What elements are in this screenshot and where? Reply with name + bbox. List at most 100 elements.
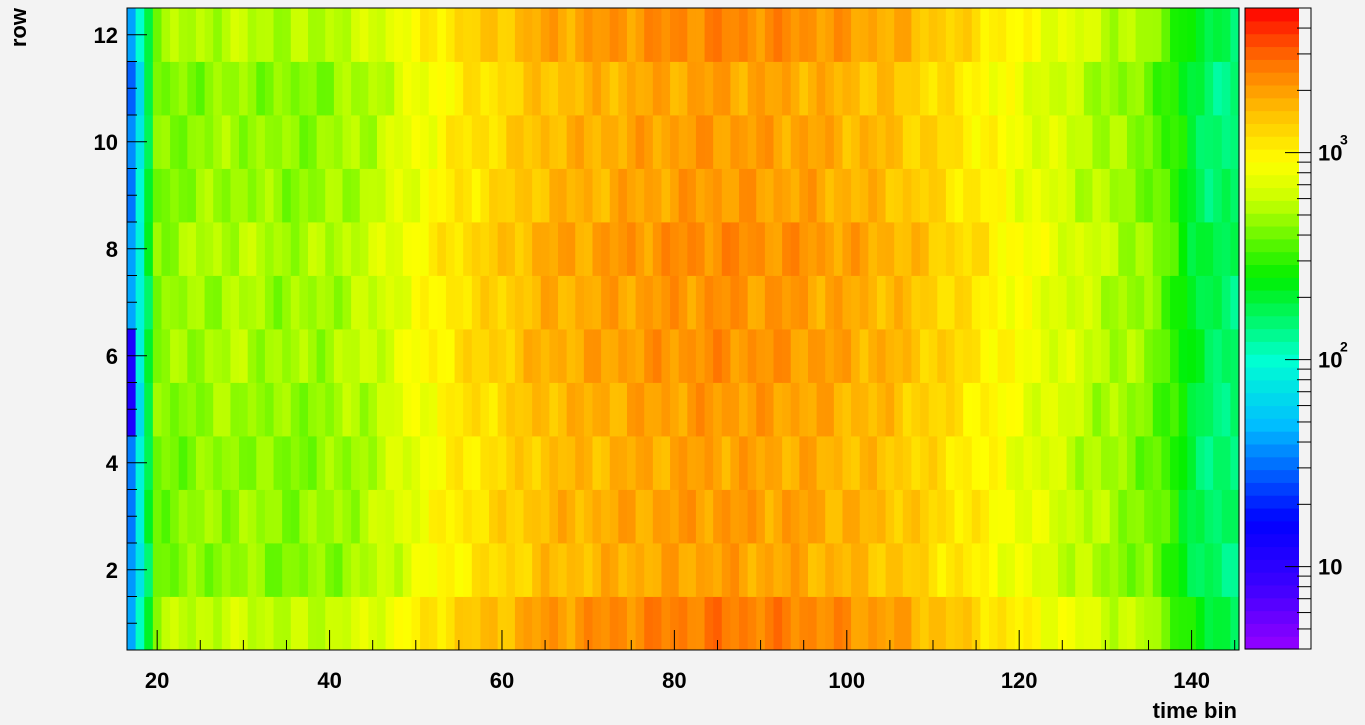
heatmap-cell bbox=[618, 382, 628, 437]
heatmap-cell bbox=[911, 168, 921, 223]
heatmap-cell bbox=[420, 382, 430, 437]
heatmap-cell bbox=[230, 275, 240, 330]
heatmap-cell bbox=[359, 8, 369, 62]
heatmap-cell bbox=[566, 382, 576, 437]
heatmap-cell bbox=[1126, 168, 1137, 223]
heatmap-cell bbox=[592, 168, 602, 223]
heatmap-cell bbox=[652, 436, 663, 490]
heatmap-cell bbox=[773, 275, 783, 330]
heatmap-cell bbox=[351, 8, 361, 62]
heatmap-cell bbox=[661, 436, 671, 490]
heatmap-cell bbox=[308, 115, 318, 169]
heatmap-cell bbox=[971, 275, 981, 330]
heatmap-cell bbox=[609, 543, 619, 597]
heatmap-cell bbox=[1023, 543, 1033, 597]
heatmap-cell bbox=[144, 329, 154, 383]
heatmap-cell bbox=[290, 543, 300, 597]
heatmap-cell bbox=[954, 222, 964, 276]
heatmap-cell bbox=[1161, 489, 1171, 544]
heatmap-cell bbox=[695, 222, 706, 276]
heatmap-cell bbox=[273, 61, 283, 116]
heatmap-cell bbox=[807, 382, 818, 437]
heatmap-cell bbox=[1187, 543, 1197, 597]
heatmap-cell bbox=[420, 61, 430, 116]
heatmap-cell bbox=[902, 8, 913, 62]
heatmap-cell bbox=[583, 61, 594, 116]
heatmap-cell bbox=[807, 543, 818, 597]
heatmap-cell bbox=[1187, 222, 1197, 276]
heatmap-cell bbox=[1101, 382, 1111, 437]
heatmap-cell bbox=[187, 61, 197, 116]
heatmap-cell bbox=[592, 222, 602, 276]
heatmap-cell bbox=[1204, 61, 1214, 116]
heatmap-cell bbox=[764, 382, 775, 437]
heatmap-cell bbox=[325, 489, 335, 544]
heatmap-cell bbox=[549, 329, 559, 383]
heatmap-cell bbox=[575, 222, 585, 276]
heatmap-cell bbox=[1092, 489, 1102, 544]
heatmap-cell bbox=[652, 329, 663, 383]
heatmap-cell bbox=[213, 61, 223, 116]
heatmap-cell bbox=[523, 222, 533, 276]
heatmap-cell bbox=[885, 115, 895, 169]
heatmap-cell bbox=[618, 275, 628, 330]
heatmap-cell bbox=[825, 596, 835, 651]
color-scale-segment bbox=[1245, 8, 1299, 22]
heatmap-cell bbox=[971, 382, 981, 437]
heatmap-cell bbox=[566, 115, 576, 169]
heatmap-cell bbox=[807, 222, 818, 276]
heatmap-cell bbox=[764, 61, 775, 116]
heatmap-cell bbox=[230, 382, 240, 437]
heatmap-cell bbox=[609, 61, 619, 116]
heatmap-cell bbox=[566, 329, 576, 383]
heatmap-cell bbox=[506, 543, 516, 597]
heatmap-cell bbox=[144, 168, 154, 223]
heatmap-cell bbox=[1083, 543, 1094, 597]
heatmap-cell bbox=[971, 489, 981, 544]
heatmap-cell bbox=[825, 61, 835, 116]
heatmap-cell bbox=[1083, 489, 1094, 544]
heatmap-cell bbox=[437, 329, 447, 383]
heatmap-cell bbox=[540, 596, 550, 651]
heatmap-cell bbox=[1213, 61, 1223, 116]
color-scale-frame bbox=[1244, 7, 1312, 650]
heatmap-cell bbox=[782, 222, 792, 276]
heatmap-cell bbox=[842, 596, 852, 651]
heatmap-cell bbox=[463, 543, 473, 597]
heatmap-cell bbox=[532, 222, 542, 276]
heatmap-cell bbox=[928, 275, 938, 330]
heatmap-cell bbox=[239, 382, 249, 437]
heatmap-cell bbox=[997, 489, 1007, 544]
heatmap-cell bbox=[816, 436, 826, 490]
heatmap-cell bbox=[980, 436, 990, 490]
heatmap-cell bbox=[911, 436, 921, 490]
y-tick-label: 12 bbox=[94, 23, 118, 48]
heatmap-cell bbox=[609, 329, 619, 383]
heatmap-cell bbox=[144, 382, 154, 437]
heatmap-cell bbox=[713, 489, 723, 544]
heatmap-cell bbox=[1049, 543, 1059, 597]
heatmap-cell bbox=[1109, 8, 1119, 62]
heatmap-cell bbox=[187, 489, 197, 544]
heatmap-cell bbox=[290, 222, 300, 276]
heatmap-cell bbox=[135, 61, 145, 116]
heatmap-cell bbox=[601, 275, 611, 330]
heatmap-cell bbox=[756, 275, 766, 330]
heatmap-cell bbox=[351, 329, 361, 383]
heatmap-cell bbox=[842, 275, 852, 330]
heatmap-cell bbox=[1126, 596, 1137, 651]
heatmap-cell bbox=[687, 8, 697, 62]
heatmap-cell bbox=[170, 329, 180, 383]
heatmap-cell bbox=[687, 115, 697, 169]
heatmap-cell bbox=[187, 382, 197, 437]
heatmap-cell bbox=[506, 596, 516, 651]
heatmap-cell bbox=[1135, 382, 1145, 437]
heatmap-cell bbox=[1135, 543, 1145, 597]
heatmap-cell bbox=[247, 543, 257, 597]
heatmap-cell bbox=[687, 168, 697, 223]
heatmap-cell bbox=[540, 222, 550, 276]
heatmap-cell bbox=[540, 489, 550, 544]
heatmap-cell bbox=[247, 115, 257, 169]
heatmap-cell bbox=[868, 222, 878, 276]
heatmap-cell bbox=[747, 275, 757, 330]
